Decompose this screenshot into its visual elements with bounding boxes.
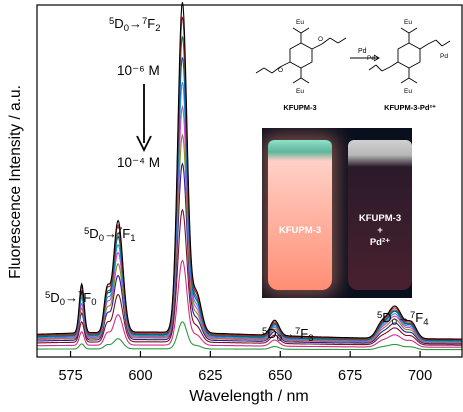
vial-photo: KFUPM-3 KFUPM-3 + Pd²⁺ bbox=[262, 128, 412, 298]
transition-label: 5D0→7F2 bbox=[109, 16, 161, 34]
eu-label-top-left: Eu bbox=[296, 19, 304, 26]
transition-annotations: 5D0→7F0 5D0→7F1 5D0→7F2 5D0→7F3 5D0→7F4 bbox=[45, 16, 429, 344]
transition-label: 5D0→7F3 bbox=[262, 326, 314, 344]
pd-label-top: Pd bbox=[440, 53, 448, 60]
vial-kfupm3-pd-line2: + bbox=[377, 225, 383, 236]
x-axis-ticks: 575 600 625 650 675 700 bbox=[58, 351, 432, 384]
scheme-arrow-label: Pd bbox=[358, 48, 367, 55]
x-tick-label: 600 bbox=[128, 368, 152, 384]
concentration-arrow-head bbox=[136, 135, 152, 153]
series-line bbox=[36, 16, 462, 341]
eu-label-top-right: Eu bbox=[404, 19, 412, 26]
vial-kfupm3: KFUPM-3 bbox=[268, 140, 332, 290]
kfupm3-pd-structure bbox=[368, 27, 451, 84]
series-line bbox=[37, 2, 462, 340]
kfupm3-structure bbox=[255, 27, 347, 84]
vial-kfupm3-label: KFUPM-3 bbox=[278, 225, 322, 236]
x-tick-label: 700 bbox=[408, 368, 432, 384]
x-tick-label: 625 bbox=[198, 368, 222, 384]
vial-kfupm3-pd: KFUPM-3 + Pd²⁺ bbox=[348, 140, 412, 290]
y-axis-label: Fluorescence Intensity / a.u. bbox=[7, 85, 24, 279]
scheme-arrow-head bbox=[373, 54, 380, 62]
series-layer bbox=[36, 2, 462, 351]
scheme-right-label: KFUPM-3-Pd²⁺ bbox=[384, 103, 436, 112]
pd-label-bottom: Pd bbox=[367, 55, 375, 62]
transition-label: 5D0→7F0 bbox=[45, 290, 97, 308]
reaction-scheme: Eu Eu O O KFUPM-3 Pd Eu Eu Pd Pd KFUPM-3… bbox=[255, 19, 451, 112]
vial-kfupm3-pd-label: KFUPM-3 + Pd²⁺ bbox=[348, 213, 412, 249]
x-tick-label: 650 bbox=[268, 368, 292, 384]
series-line bbox=[36, 259, 462, 348]
x-tick-label: 575 bbox=[58, 368, 82, 384]
series-line bbox=[37, 321, 462, 351]
series-line bbox=[37, 208, 462, 346]
eu-label-bottom-left: Eu bbox=[296, 88, 304, 95]
transition-label: 5D0→7F1 bbox=[84, 226, 136, 244]
plot-frame bbox=[36, 4, 463, 358]
series-line bbox=[36, 133, 462, 344]
concentration-high-label: 10⁻⁶ M bbox=[117, 63, 160, 78]
series-line bbox=[37, 104, 462, 343]
transition-label: 5D0→7F4 bbox=[377, 310, 429, 328]
o-label-left-1: O bbox=[318, 36, 323, 43]
series-line bbox=[37, 36, 462, 341]
eu-label-bottom-right: Eu bbox=[404, 88, 412, 95]
series-line bbox=[36, 81, 462, 342]
x-tick-label: 675 bbox=[338, 368, 362, 384]
vial-kfupm3-pd-line3: Pd²⁺ bbox=[369, 237, 391, 248]
series-line bbox=[37, 162, 462, 345]
vial-kfupm3-pd-line1: KFUPM-3 bbox=[358, 213, 402, 224]
concentration-low-label: 10⁻⁴ M bbox=[117, 155, 160, 170]
x-axis-label: Wavelength / nm bbox=[189, 388, 308, 405]
o-label-left-2: O bbox=[278, 67, 283, 74]
scheme-left-label: KFUPM-3 bbox=[283, 103, 316, 112]
